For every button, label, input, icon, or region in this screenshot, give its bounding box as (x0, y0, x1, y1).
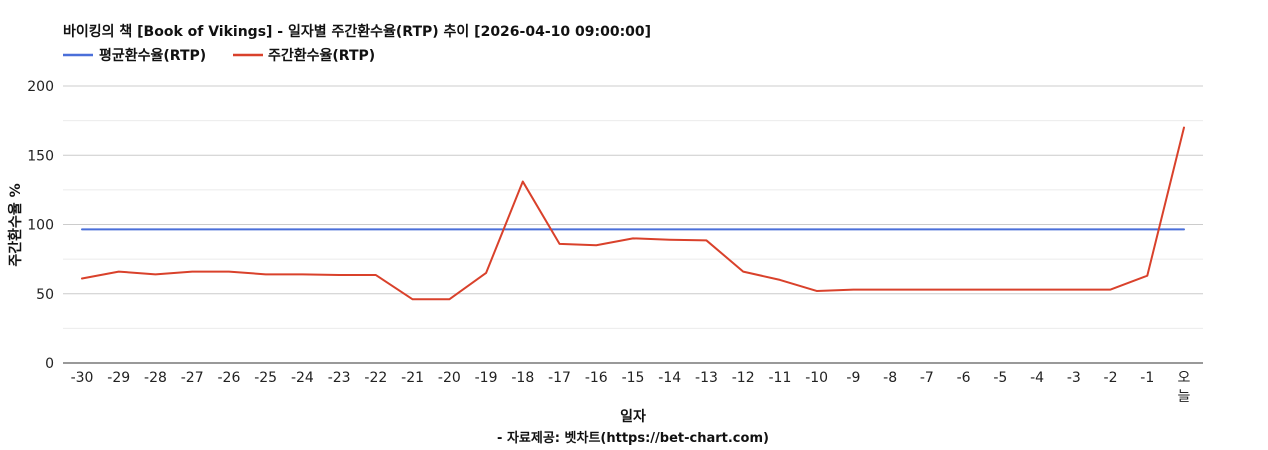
x-tick-label: -11 (768, 370, 791, 386)
x-tick-label: -29 (107, 370, 130, 386)
x-tick-label: -12 (732, 370, 755, 386)
x-tick-label: -19 (475, 370, 498, 386)
series-line-weekly (81, 126, 1185, 301)
x-tick-label: -26 (217, 370, 240, 386)
x-tick-label: -6 (957, 370, 971, 386)
x-tick-label: -3 (1067, 370, 1081, 386)
x-tick-label: -16 (585, 370, 608, 386)
y-tick-label: 200 (27, 79, 54, 95)
plot-series (81, 126, 1185, 301)
x-tick-label: -1 (1140, 370, 1154, 386)
x-tick-label: -2 (1104, 370, 1118, 386)
x-tick-label: -13 (695, 370, 718, 386)
x-tick-label: -5 (993, 370, 1007, 386)
y-tick-label: 150 (27, 148, 54, 164)
x-tick-label: -23 (328, 370, 351, 386)
y-axis-title: 주간환수율 % (7, 183, 24, 266)
chart-title: 바이킹의 책 [Book of Vikings] - 일자별 주간환수율(RTP… (63, 23, 651, 40)
x-tick-label: -10 (805, 370, 828, 386)
x-axis-title: 일자 (620, 409, 646, 425)
y-tick-label: 50 (36, 287, 54, 303)
x-tick-label: -21 (401, 370, 424, 386)
x-tick-label: -9 (846, 370, 860, 386)
x-tick-label: -25 (254, 370, 277, 386)
x-tick-label: -8 (883, 370, 897, 386)
legend: 평균환수율(RTP) 주간환수율(RTP) (63, 47, 375, 64)
source-credit: - 자료제공: 벳차트(https://bet-chart.com) (497, 430, 769, 446)
x-tick-label: -30 (71, 370, 94, 386)
x-tick-label: -17 (548, 370, 571, 386)
x-axis-ticks: -30 -29 -28 -27 -26 -25 -24 -23 -22 -21 -20 -19 -18-… (71, 370, 1191, 405)
x-tick-label: -28 (144, 370, 167, 386)
y-tick-label: 100 (27, 218, 54, 234)
x-tick-label: -15 (622, 370, 645, 386)
x-tick-label: -24 (291, 370, 314, 386)
x-tick-label: -27 (181, 370, 204, 386)
y-axis-ticks: 0 50 100 150 200 (27, 79, 54, 372)
x-tick-label: -22 (364, 370, 387, 386)
y-tick-label: 0 (45, 356, 54, 372)
x-tick-label: -4 (1030, 370, 1044, 386)
x-tick-label: -7 (920, 370, 934, 386)
x-tick-label: -14 (658, 370, 681, 386)
x-tick-label: -20 (438, 370, 461, 386)
legend-label-weekly: 주간환수율(RTP) (268, 47, 375, 64)
gridlines (63, 85, 1203, 364)
x-tick-label: -18 (511, 370, 534, 386)
legend-label-average: 평균환수율(RTP) (99, 47, 206, 64)
